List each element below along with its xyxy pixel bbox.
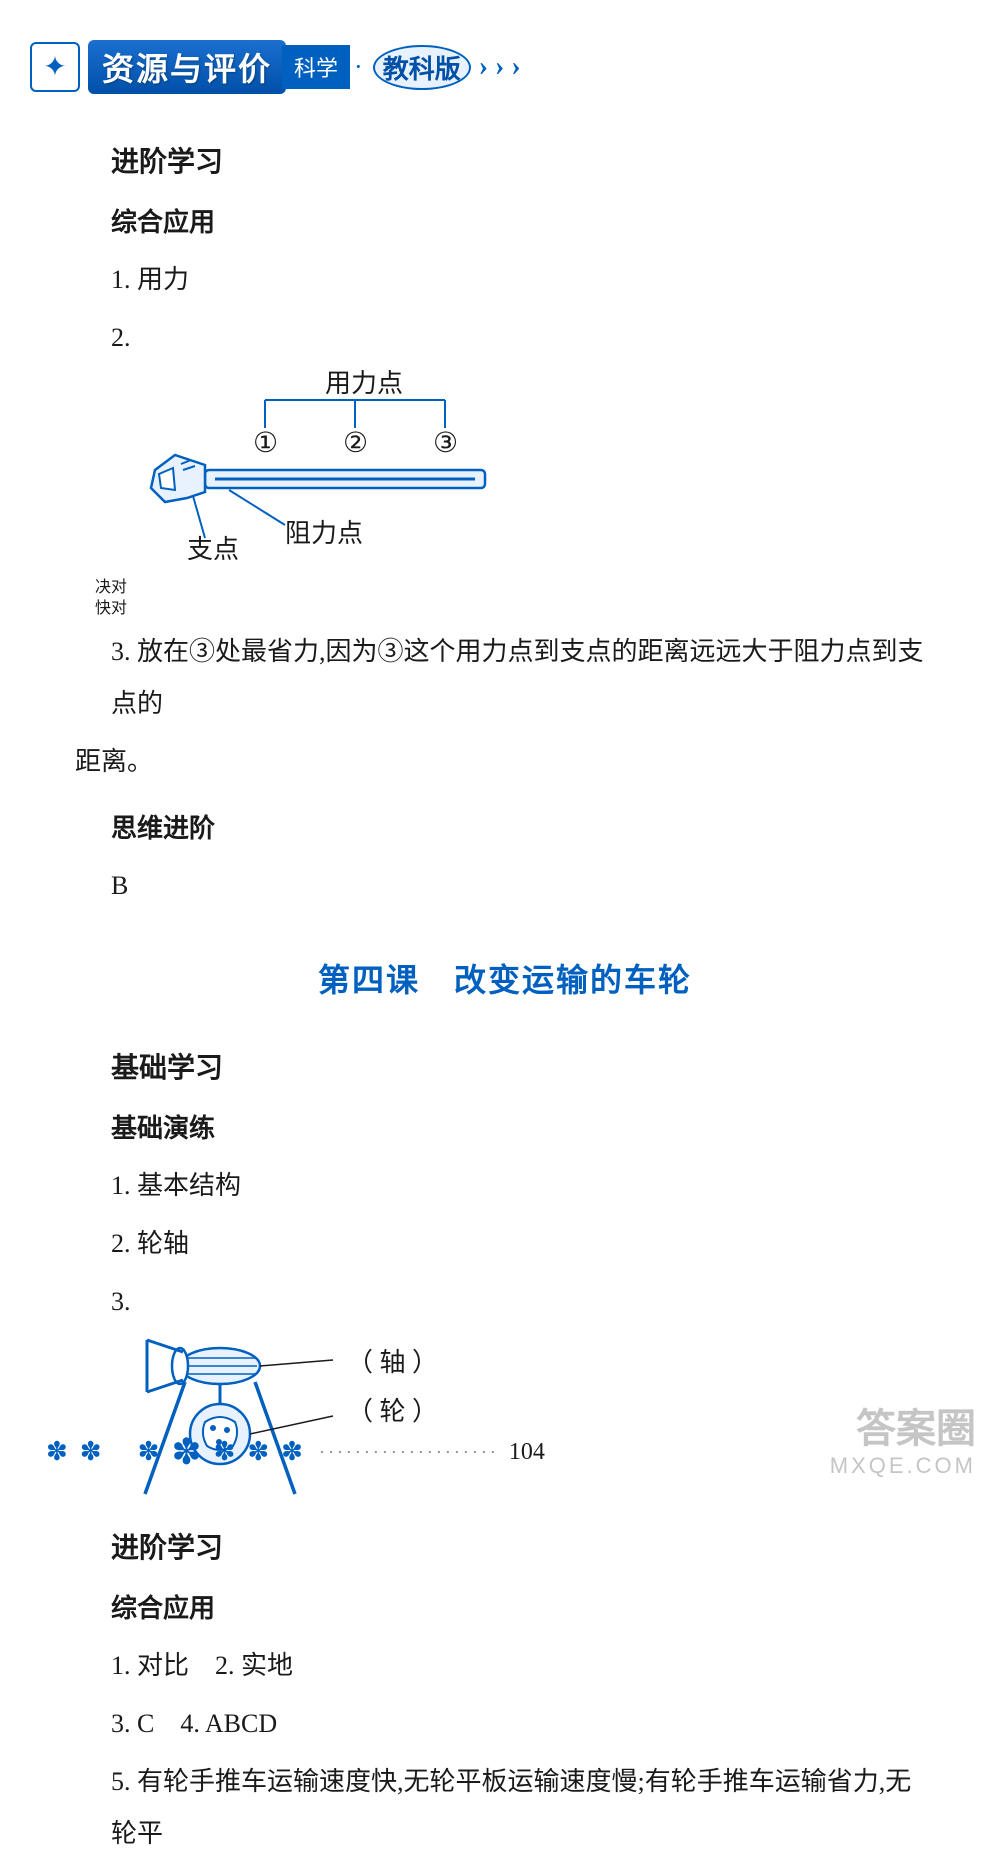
- flower-icon: ✽: [80, 1437, 102, 1467]
- dot-leader: ····················: [319, 1442, 499, 1463]
- dot-separator: ·: [354, 52, 363, 82]
- axle-label: （ 轴 ）: [347, 1338, 438, 1387]
- note-2: 快对: [95, 599, 935, 620]
- page-content: 进阶学习 综合应用 1. 用力 2. 用力点 ① ② ③: [0, 134, 1000, 1860]
- flower-icon: ✽: [214, 1437, 236, 1467]
- page-number: 104: [509, 1439, 545, 1466]
- page-header: ✦ 资源与评价 科学 · 教科版 › › ›: [0, 40, 1000, 94]
- flower-icon: ✽: [171, 1431, 201, 1473]
- logo-icon: ✦: [30, 42, 80, 92]
- wheel-label: （ 轮 ）: [347, 1387, 438, 1436]
- s2-a3: 5. 有轮手推车运输速度快,无轮平板运输速度慢;有轮手推车运输省力,无轮平: [111, 1756, 935, 1860]
- watermark-line2: MXQE.COM: [830, 1453, 976, 1479]
- q2-prefix: 2.: [111, 323, 131, 352]
- q2-line: 2.: [111, 312, 935, 364]
- star-icon: ✦: [43, 50, 66, 84]
- circle-2: ②: [343, 428, 368, 459]
- book-title: 资源与评价: [88, 40, 286, 94]
- s2-q3-prefix: 3.: [111, 1276, 935, 1328]
- comprehensive-app-2: 综合应用: [111, 1582, 935, 1634]
- thinking-advance-heading: 思维进阶: [111, 802, 935, 854]
- resistance-label: 阻力点: [285, 519, 363, 548]
- lesson-4-title: 第四课 改变运输的车轮: [75, 948, 935, 1012]
- s2-q1: 1. 基本结构: [111, 1160, 935, 1212]
- lever-svg: 用力点 ① ② ③ 支点 阻力点: [145, 370, 565, 560]
- wheel-axle-diagram: （ 轴 ） （ 轮 ）: [125, 1334, 935, 1504]
- advanced-study-2: 进阶学习: [111, 1520, 935, 1576]
- q3-cont: 距离。: [75, 736, 935, 788]
- subject-label: 科学: [282, 45, 350, 89]
- circle-3: ③: [433, 428, 458, 459]
- s2-a2: 3. C 4. ABCD: [111, 1698, 935, 1750]
- watermark: 答案圈 MXQE.COM: [830, 1405, 976, 1479]
- force-point-label: 用力点: [325, 370, 403, 398]
- advanced-study-heading: 进阶学习: [111, 134, 935, 190]
- watermark-line1: 答案圈: [830, 1405, 976, 1453]
- q1-text: 1. 用力: [111, 254, 935, 306]
- lever-diagram: 用力点 ① ② ③ 支点 阻力点: [145, 370, 935, 578]
- flower-icon: ✽: [46, 1437, 68, 1467]
- comprehensive-app-heading: 综合应用: [111, 196, 935, 248]
- flower-icon: ✽: [247, 1437, 269, 1467]
- s2-q2: 2. 轮轴: [111, 1218, 935, 1270]
- basic-study-heading: 基础学习: [111, 1040, 935, 1096]
- arrow-icon: › › ›: [479, 51, 521, 83]
- basic-practice-heading: 基础演练: [111, 1102, 935, 1154]
- fulcrum-label: 支点: [187, 535, 239, 560]
- s2-a1: 1. 对比 2. 实地: [111, 1640, 935, 1692]
- answer-b: B: [111, 860, 935, 912]
- small-note: 决对 快对: [95, 578, 935, 620]
- circle-1: ①: [253, 428, 278, 459]
- flower-icon: ✽: [281, 1437, 303, 1467]
- q3-text: 3. 放在③处最省力,因为③这个用力点到支点的距离远远大于阻力点到支点的: [111, 626, 935, 730]
- note-1: 决对: [95, 578, 935, 599]
- wheel-labels: （ 轴 ） （ 轮 ）: [347, 1334, 438, 1437]
- cart-svg: [125, 1334, 335, 1504]
- flower-icon: ✽: [138, 1437, 160, 1467]
- edition-label: 教科版: [373, 45, 471, 90]
